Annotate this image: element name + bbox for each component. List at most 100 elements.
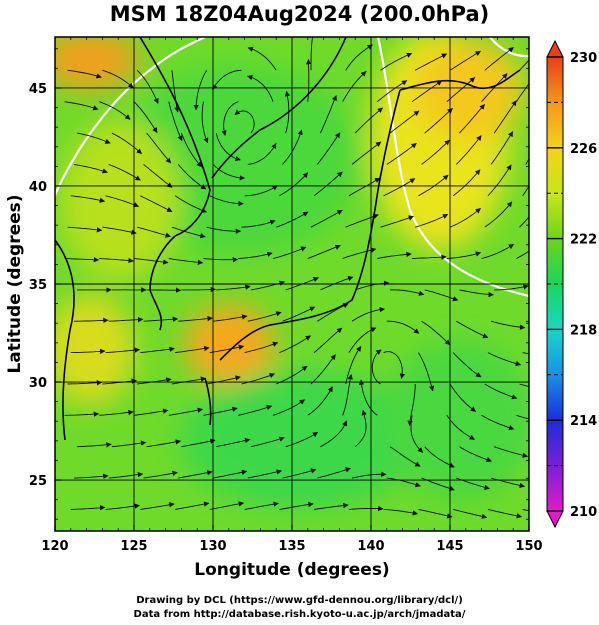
streamline [178,470,213,479]
streamline [345,346,362,385]
streamline [67,380,103,386]
streamline [320,420,348,448]
streamline [70,195,106,203]
streamline [383,178,416,197]
streamline [494,446,529,458]
y-axis: 25 30 35 40 45 [29,48,529,520]
streamline [238,404,273,416]
streamline [70,505,106,511]
streamline [108,163,141,181]
streamline [77,442,112,448]
streamline [487,164,512,197]
streamline [215,132,241,162]
streamline [174,195,208,213]
streamline [221,101,239,136]
credit-line-1: Drawing by DCL (https://www.gfd-dennou.o… [136,595,463,606]
streamline [320,275,354,291]
streamline [203,257,239,263]
streamline [516,83,529,102]
streamline [133,101,158,134]
streamline [519,216,529,228]
streamline [446,77,476,103]
streamline [247,311,282,322]
streamline [136,69,159,104]
streamline [212,314,248,322]
streamline [484,47,514,71]
streamline [313,327,343,353]
streamline [133,408,169,416]
streamline [171,376,207,385]
streamline [203,406,238,416]
streamline [108,316,144,323]
streamline [111,440,147,448]
streamline [279,335,312,354]
streamline [209,501,245,510]
streamline [412,254,447,260]
streamline [64,411,100,417]
streamline [212,69,242,91]
x-tick-label: 120 [41,539,68,554]
streamline [310,354,336,385]
streamline [389,446,421,467]
x-tick-label: 130 [199,539,226,554]
y-axis-label: Latitude (degrees) [5,194,25,373]
streamline [453,508,488,519]
chart-title: MSM 18Z04Aug2024 (200.0hPa) [109,2,490,26]
streamline [307,244,341,259]
streamline [446,251,482,259]
streamline [345,44,373,71]
streamline [516,250,529,259]
streamline [449,383,477,412]
streamline [383,351,406,380]
streamline [314,502,349,510]
streamline [342,247,377,259]
streamline [493,100,517,134]
streamline [371,349,382,385]
streamline [282,129,303,165]
streamline [168,101,183,142]
streamline [351,306,386,322]
streamline [181,286,217,293]
streamline [407,384,416,427]
streamline [180,132,202,168]
streamline [285,431,319,448]
streamline [206,375,241,385]
coastlines [55,37,521,441]
streamline [168,407,204,416]
streamline [481,73,508,102]
streamline [345,213,379,228]
streamline [244,501,279,510]
plot-area: 120 125 130 135 140 145 150 25 30 35 40 45 Longitu… [5,36,543,580]
streamline [484,201,513,228]
streamline [380,52,413,71]
streamline [171,226,206,239]
streamline [358,379,378,416]
streamline [64,257,100,263]
streamline [209,344,245,354]
streamline [418,508,453,519]
wind-streamlines [64,37,529,519]
streamline [484,383,518,400]
colorbar-tick-label: 226 [570,142,597,157]
streamline [424,289,459,302]
streamline [216,437,251,448]
streamline [342,71,367,102]
y-tick-label: 25 [29,474,47,489]
streamline [250,280,285,291]
streamline [421,139,450,165]
streamline [519,59,529,71]
x-tick-label: 125 [120,539,147,554]
streamline [168,258,204,265]
streamline [140,501,175,510]
streamline [77,132,111,144]
streamline [377,80,408,103]
streamline [319,95,337,134]
streamline [111,132,143,154]
x-axis: 120 125 130 135 140 145 150 [41,37,543,554]
x-tick-label: 150 [515,539,542,554]
streamline [459,103,485,134]
streamline [481,243,515,259]
streamline [175,345,210,354]
streamline [175,501,210,510]
